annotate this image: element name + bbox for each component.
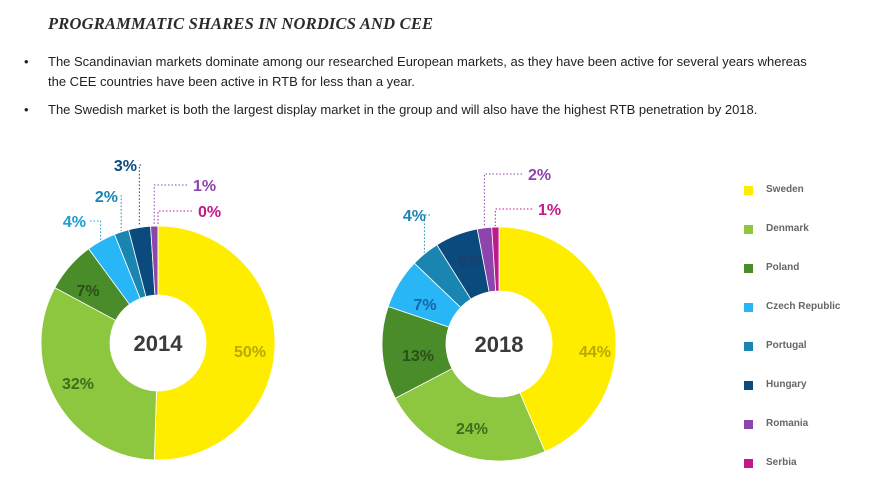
legend-swatch (744, 264, 753, 273)
data-label: 7% (76, 283, 99, 300)
legend-label: Serbia (766, 457, 797, 468)
legend-label: Sweden (766, 184, 804, 195)
legend-item: Romania (744, 414, 884, 453)
slice-denmark (394, 368, 546, 462)
data-label: 2% (95, 189, 118, 206)
legend-swatch (744, 225, 753, 234)
slice-romania (150, 225, 159, 296)
leader-line (483, 173, 522, 227)
donut-chart-2014: 2014 50% 32% 7% 4% 2% 3% 1% 0% (40, 158, 276, 461)
legend-swatch (744, 459, 753, 468)
legend-swatch (744, 381, 753, 390)
data-label: 6% (458, 253, 481, 270)
legend: Sweden Denmark Poland Czech Republic Portuga… (744, 180, 884, 492)
legend-label: Czech Republic (766, 301, 841, 312)
legend-item: Denmark (744, 219, 884, 258)
data-label: 44% (579, 344, 611, 361)
slice-sweden (498, 226, 617, 453)
data-label: 1% (193, 178, 216, 195)
legend-item: Sweden (744, 180, 884, 219)
legend-swatch (744, 342, 753, 351)
bullet-text: The Scandinavian markets dominate among … (48, 54, 807, 89)
bullet-list: • The Scandinavian markets dominate amon… (22, 52, 822, 120)
slice-denmark (40, 287, 157, 461)
legend-item: Portugal (744, 336, 884, 375)
legend-label: Portugal (766, 340, 807, 351)
donut-charts: 2014 50% 32% 7% 4% 2% 3% 1% 0% 2018 44% 24% 13% 7% 6% 4… (40, 158, 617, 462)
slice-sweden (153, 225, 276, 461)
leader-line (153, 184, 187, 226)
data-label: 7% (413, 297, 436, 314)
legend-swatch (744, 186, 753, 195)
bullet-item: • The Scandinavian markets dominate amon… (22, 52, 822, 92)
data-label: 4% (403, 208, 426, 225)
leader-line (138, 164, 141, 227)
data-label: 50% (234, 344, 266, 361)
bullet-marker: • (24, 54, 29, 69)
legend-label: Poland (766, 262, 800, 273)
bullet-item: • The Swedish market is both the largest… (22, 100, 822, 120)
data-label: 24% (456, 421, 488, 438)
data-label: 3% (114, 158, 137, 175)
legend-item: Serbia (744, 453, 884, 492)
legend-item: Poland (744, 258, 884, 297)
data-label: 0% (198, 204, 221, 221)
data-label: 32% (62, 376, 94, 393)
legend-item: Hungary (744, 375, 884, 414)
leader-line (157, 210, 192, 225)
leader-line (90, 220, 102, 240)
data-label: 2% (528, 167, 551, 184)
bullet-marker: • (24, 102, 29, 117)
page-title: PROGRAMMATIC SHARES IN NORDICS AND CEE (48, 14, 434, 33)
data-label: 1% (538, 202, 561, 219)
slice-serbia (491, 226, 500, 292)
legend-swatch (744, 303, 753, 312)
data-label: 4% (63, 214, 86, 231)
legend-label: Denmark (766, 223, 809, 234)
legend-label: Romania (766, 418, 809, 429)
bullet-text: The Swedish market is both the largest d… (48, 102, 758, 117)
chart-center-label: 2014 (134, 331, 184, 356)
legend-label: Hungary (766, 379, 807, 390)
legend-item: Czech Republic (744, 297, 884, 336)
donut-chart-2018: 2018 44% 24% 13% 7% 6% 4% 2% 1% (381, 167, 617, 462)
data-label: 13% (402, 348, 434, 365)
legend-swatch (744, 420, 753, 429)
leader-line (120, 195, 122, 231)
chart-center-label: 2018 (475, 332, 524, 357)
leader-line (494, 208, 532, 227)
